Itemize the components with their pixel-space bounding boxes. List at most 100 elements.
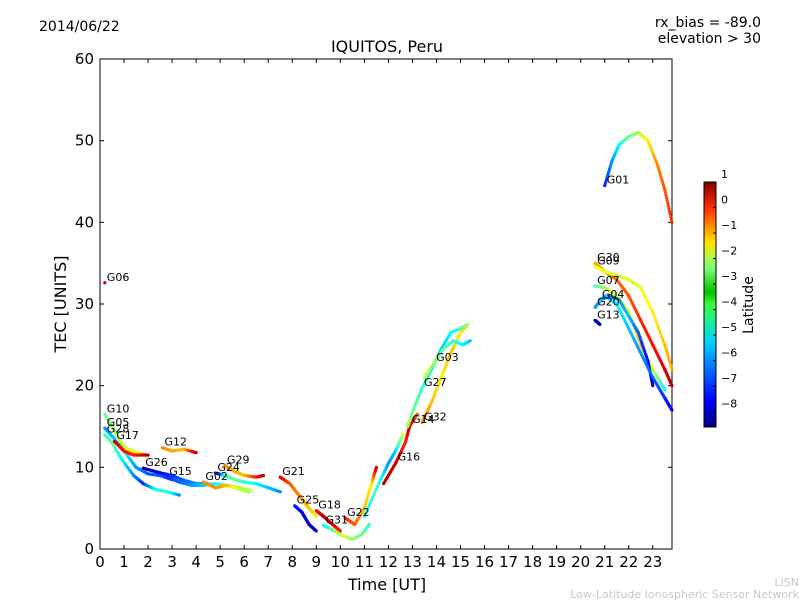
y-tick-label: 0 xyxy=(84,540,94,558)
colorbar-ticks: 1 0 −1 −2 −3 −4 −5 −6 −7 −8 xyxy=(713,168,737,413)
y-tick-label: 40 xyxy=(75,213,94,231)
x-tick-label: 9 xyxy=(312,553,322,571)
data-point xyxy=(369,498,374,502)
data-point xyxy=(662,340,666,344)
series-G17 xyxy=(112,439,150,457)
data-point xyxy=(667,207,671,211)
x-tick-label: 17 xyxy=(499,553,518,571)
series-label: G30 xyxy=(597,251,620,264)
series-label: G17 xyxy=(116,429,139,442)
y-tick-label: 20 xyxy=(75,377,94,395)
data-point xyxy=(261,473,266,478)
data-point xyxy=(247,490,251,494)
x-axis-label: Time [UT] xyxy=(347,575,426,594)
data-point xyxy=(373,490,377,494)
y-tick-label: 50 xyxy=(75,132,94,150)
data-point xyxy=(665,198,669,203)
data-point xyxy=(194,451,198,455)
data-point xyxy=(658,329,662,333)
colorbar-tick-label: −4 xyxy=(721,296,737,309)
data-point xyxy=(653,316,657,320)
data-point xyxy=(664,193,668,197)
colorbar-tick-label: 0 xyxy=(721,194,728,207)
colorbar-tick-label: −1 xyxy=(721,219,737,232)
x-tick-label: 16 xyxy=(475,553,494,571)
colorbar-label: Latitude xyxy=(741,276,757,334)
colorbar-tick-label: −8 xyxy=(721,398,737,411)
series-label: G20 xyxy=(597,295,620,308)
colorbar-tick-label: −5 xyxy=(721,321,737,334)
series-label: G05 xyxy=(107,416,130,429)
series-label: G13 xyxy=(597,308,620,321)
data-point xyxy=(598,322,602,327)
series-G03 xyxy=(422,339,472,380)
series-G18 xyxy=(314,509,342,533)
data-point xyxy=(667,209,672,214)
x-tick-label: 23 xyxy=(643,553,662,571)
series-label: G04 xyxy=(602,288,625,301)
x-tick-label: 12 xyxy=(379,553,398,571)
x-tick-label: 19 xyxy=(547,553,566,571)
series-label: G10 xyxy=(107,402,130,415)
data-point xyxy=(365,509,369,513)
x-tick-label: 3 xyxy=(167,553,177,571)
series-label: G25 xyxy=(297,494,320,507)
data-point xyxy=(368,501,372,505)
colorbar-tick-label: −3 xyxy=(721,270,737,283)
series-label: G24 xyxy=(217,461,240,474)
data-point xyxy=(374,465,378,469)
network-name: Low-Latitude Ionospheric Sensor Network xyxy=(570,588,799,600)
data-point xyxy=(666,204,670,208)
colorbar xyxy=(703,181,717,428)
data-point xyxy=(363,512,368,516)
series-label: G15 xyxy=(169,465,192,478)
data-point xyxy=(371,495,375,499)
series-label: G14 xyxy=(412,413,435,426)
data-point xyxy=(663,388,667,392)
data-point xyxy=(367,503,371,508)
y-axis-ticks: 0 10 20 30 40 50 60 xyxy=(75,50,672,558)
data-point xyxy=(651,310,655,314)
data-point xyxy=(651,384,655,388)
x-tick-label: 5 xyxy=(215,553,225,571)
x-tick-label: 8 xyxy=(287,553,297,571)
series-label: G12 xyxy=(164,436,187,449)
data-point xyxy=(659,332,663,336)
data-point xyxy=(670,384,674,388)
series-G12 xyxy=(160,446,198,455)
series-label: G02 xyxy=(205,470,228,483)
data-point xyxy=(314,514,318,518)
lisn-brand: LISN xyxy=(774,576,799,589)
series-label: G07 xyxy=(597,274,620,287)
y-tick-label: 10 xyxy=(75,458,94,476)
series-G24 xyxy=(213,471,282,494)
data-point xyxy=(249,488,254,492)
data-point xyxy=(314,529,318,533)
x-tick-label: 11 xyxy=(355,553,374,571)
data-point xyxy=(366,506,370,510)
rx-bias-label: rx_bias = -89.0 xyxy=(655,15,761,31)
series-label: G01 xyxy=(607,174,630,187)
data-point xyxy=(661,337,665,341)
date-label: 2014/06/22 xyxy=(39,19,120,35)
x-tick-label: 4 xyxy=(191,553,201,571)
data-point xyxy=(666,201,670,205)
data-point xyxy=(652,313,656,317)
series-label: G18 xyxy=(318,499,341,512)
x-tick-label: 21 xyxy=(595,553,614,571)
series-G28 xyxy=(103,433,181,497)
data-point xyxy=(664,196,669,200)
data-point xyxy=(278,490,282,494)
series-label: G03 xyxy=(436,351,459,364)
x-tick-label: 14 xyxy=(427,553,446,571)
data-point xyxy=(372,492,376,497)
series-label: G26 xyxy=(145,456,168,469)
x-tick-label: 6 xyxy=(239,553,249,571)
series-G01 xyxy=(603,130,674,224)
data-point xyxy=(669,218,673,222)
data-point xyxy=(374,487,378,491)
elevation-label: elevation > 30 xyxy=(658,31,761,47)
series-G02 xyxy=(201,480,251,494)
data-point xyxy=(103,281,107,285)
